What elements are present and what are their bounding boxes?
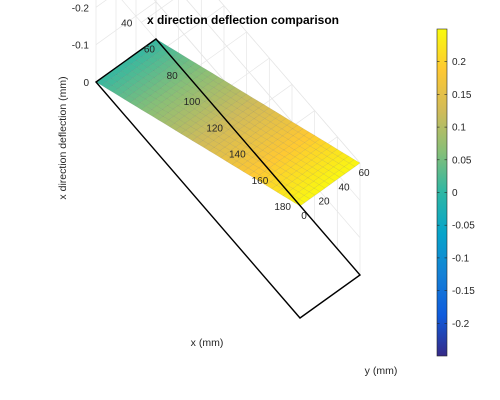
x-tick-label: 40 <box>121 18 133 29</box>
y-tick-label: 20 <box>318 197 330 208</box>
y-tick-label: 0 <box>301 211 307 222</box>
chart-title: x direction deflection comparison <box>147 13 339 27</box>
x-tick-label: 120 <box>206 123 223 134</box>
colorbar-tick-label: -0.15 <box>452 286 475 297</box>
colorbar-tick-label: 0.05 <box>452 155 472 166</box>
x-tick-label: 80 <box>167 71 179 82</box>
colorbar-tick-label: 0.15 <box>452 90 472 101</box>
colorbar-tick-label: -0.1 <box>452 253 470 264</box>
colorbar-tick-label: -0.2 <box>452 319 470 330</box>
y-tick-label: 60 <box>358 168 370 179</box>
y-axis-label: y (mm) <box>365 365 398 377</box>
z-tick-label: -0.2 <box>72 3 90 14</box>
x-tick-label: 180 <box>274 202 291 213</box>
colorbar-ticks: 0.2 0.15 0.1 0.05 0 -0.05 -0.1 -0.15 -0.2 <box>437 57 475 330</box>
z-tick-label: 0 <box>83 78 89 89</box>
colorbar-tick-label: 0 <box>452 188 458 199</box>
x-tick-label: 20 <box>99 0 111 3</box>
colorbar-tick-label: 0.1 <box>452 123 466 134</box>
surface-cell <box>348 159 361 167</box>
colorbar-tick-label: -0.05 <box>452 221 475 232</box>
colorbar-tick-label: 0.2 <box>452 57 466 68</box>
y-tick-label: 40 <box>338 182 350 193</box>
z-axis-label: x direction deflection (mm) <box>57 76 69 199</box>
axis-ticks: 02040608010012014016018002040600-0.1-0.2… <box>72 0 370 222</box>
x-tick-label: 100 <box>184 97 201 108</box>
reference-outline-rect <box>94 38 362 319</box>
reference-outline <box>94 38 362 319</box>
deflection-surface <box>95 38 361 207</box>
x-tick-label: 160 <box>252 176 269 187</box>
x-tick-label: 140 <box>229 150 246 161</box>
x-axis-label: x (mm) <box>191 337 224 349</box>
x-tick-label: 60 <box>144 45 156 56</box>
z-tick-label: -0.1 <box>72 41 90 52</box>
